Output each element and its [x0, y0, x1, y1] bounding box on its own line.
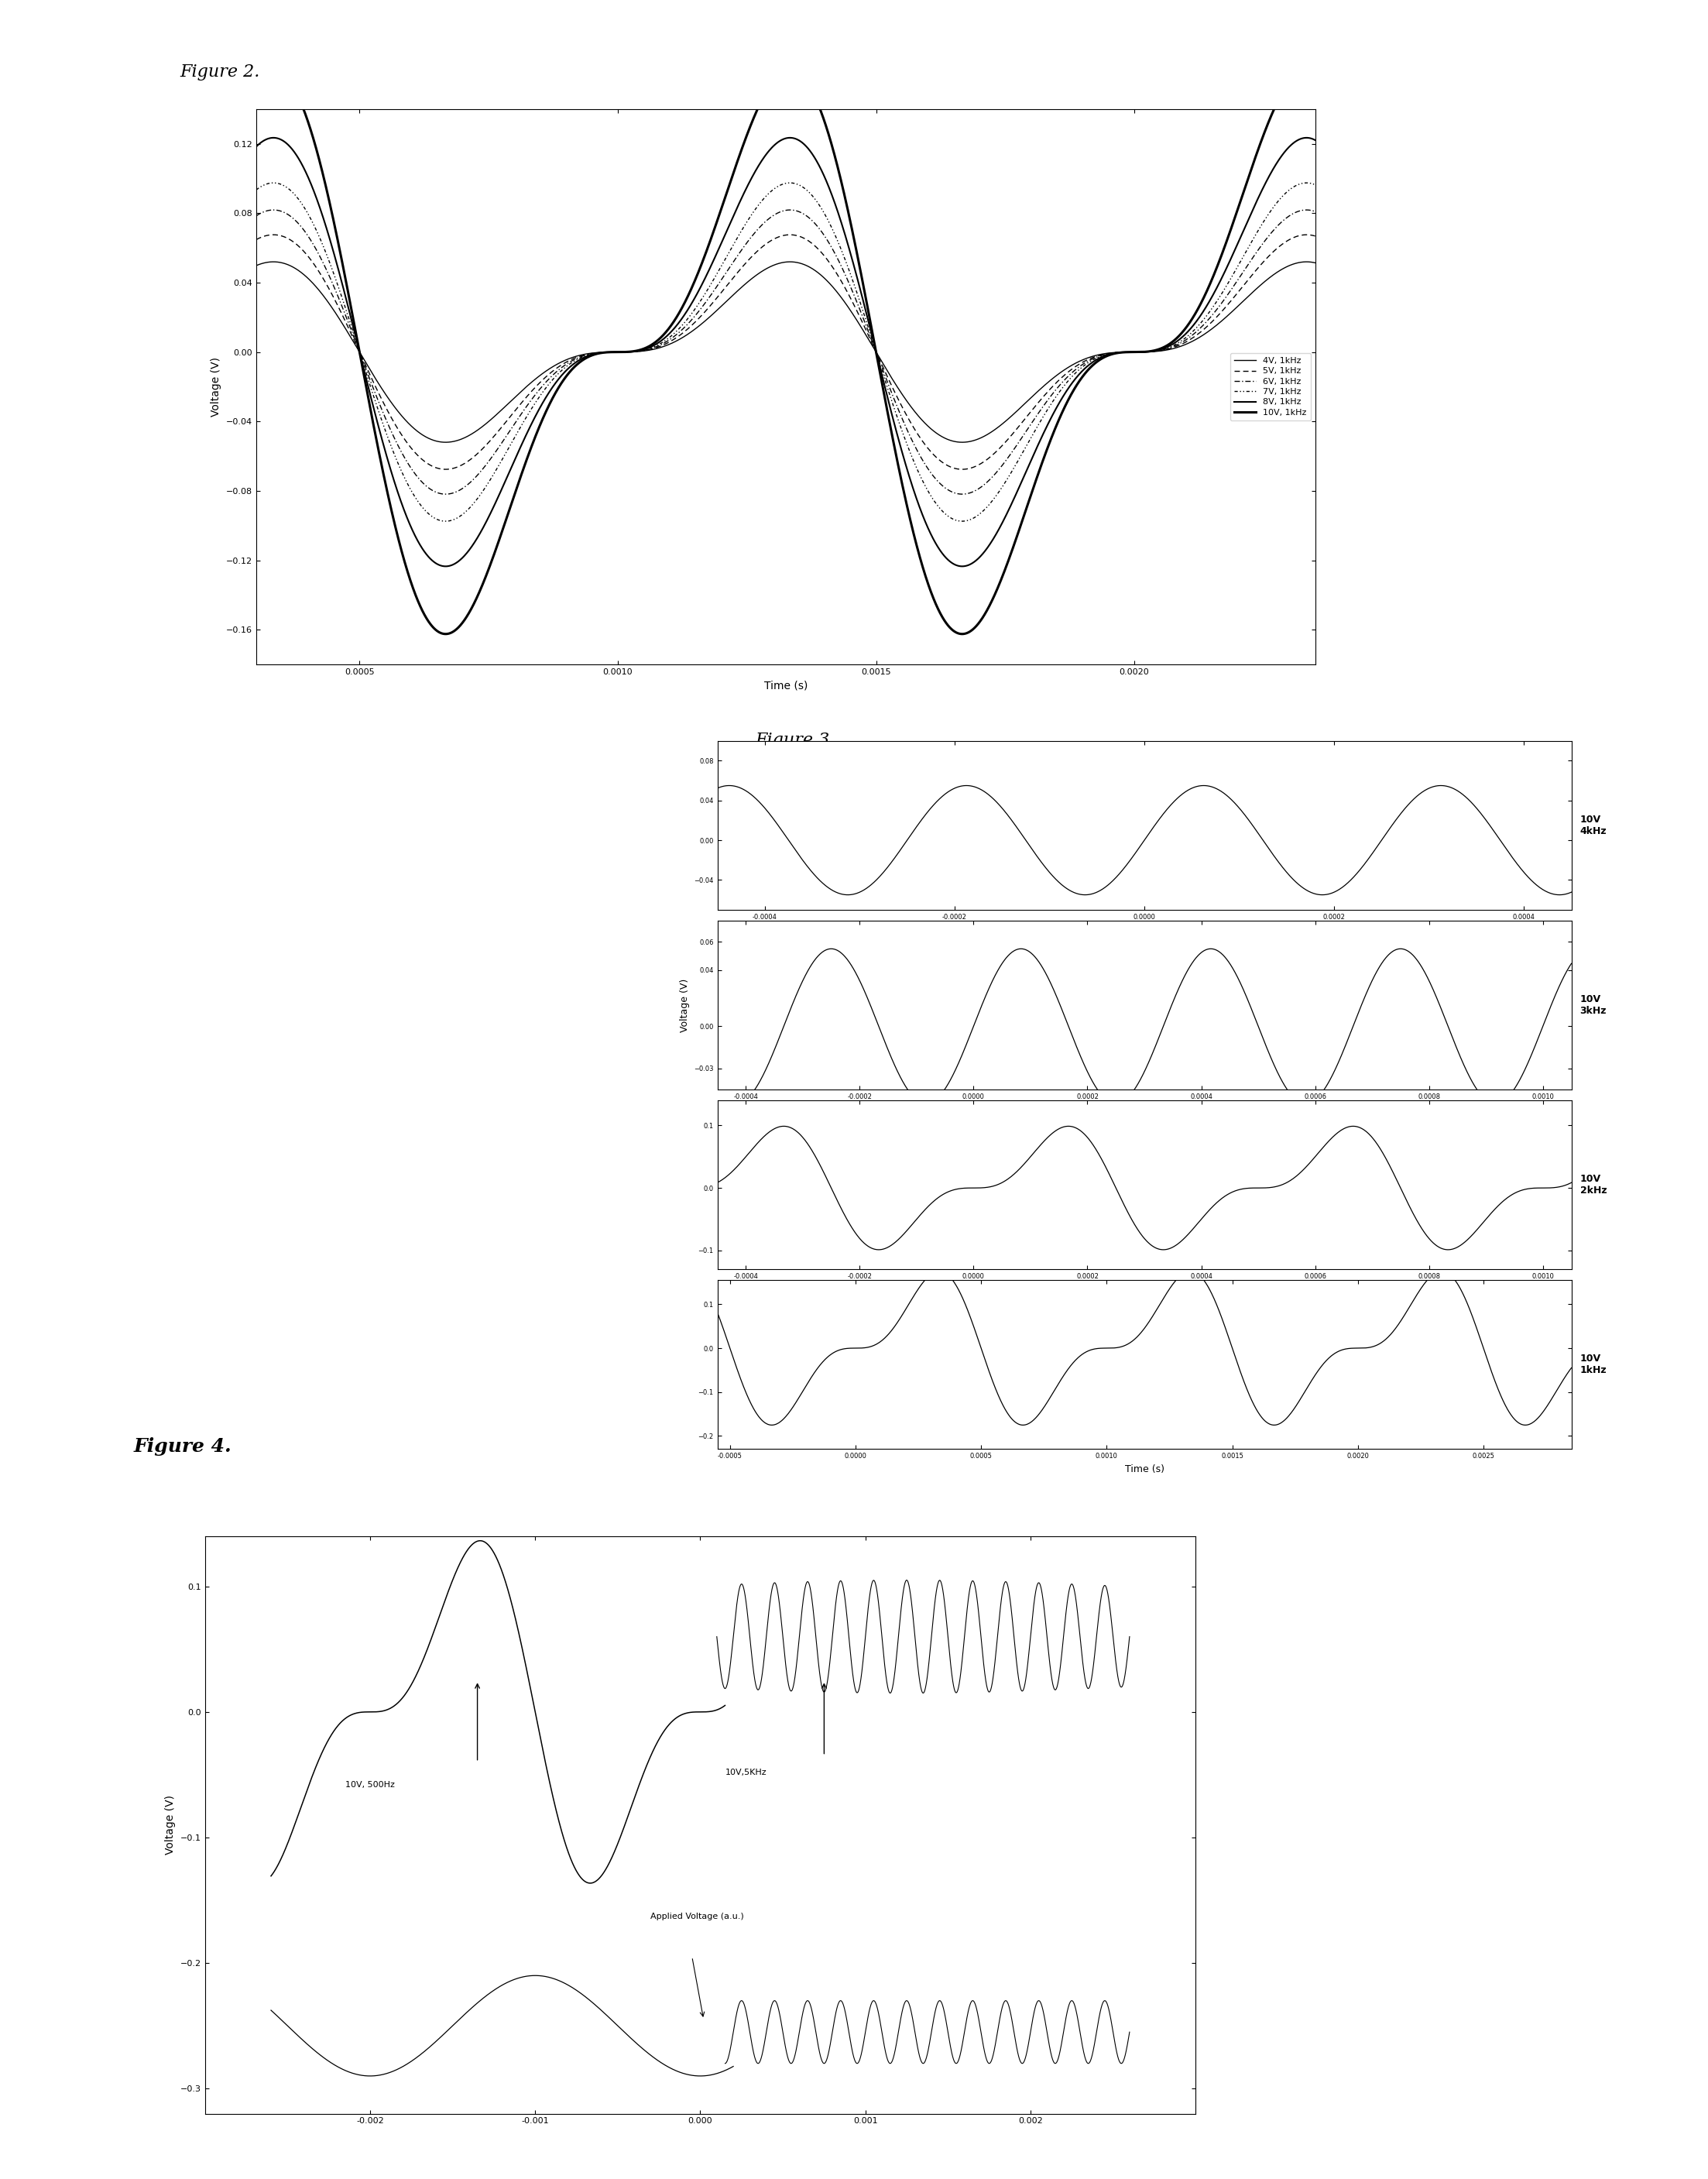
Text: 10V
1kHz: 10V 1kHz: [1580, 1353, 1607, 1375]
Text: 10V, 500Hz: 10V, 500Hz: [345, 1780, 395, 1789]
Y-axis label: Voltage (V): Voltage (V): [210, 357, 222, 416]
Text: Figure 3.: Figure 3.: [755, 732, 835, 750]
Y-axis label: Voltage (V): Voltage (V): [680, 978, 690, 1033]
X-axis label: Time (s): Time (s): [763, 680, 808, 691]
X-axis label: Time (s): Time (s): [1124, 1464, 1165, 1475]
Text: 10V
2kHz: 10V 2kHz: [1580, 1174, 1607, 1196]
Y-axis label: Voltage (V): Voltage (V): [166, 1795, 176, 1854]
Text: Applied Voltage (a.u.): Applied Voltage (a.u.): [651, 1913, 745, 1920]
Text: 10V
3kHz: 10V 3kHz: [1580, 994, 1607, 1015]
Legend: 4V, 1kHz, 5V, 1kHz, 6V, 1kHz, 7V, 1kHz, 8V, 1kHz, 10V, 1kHz: 4V, 1kHz, 5V, 1kHz, 6V, 1kHz, 7V, 1kHz, …: [1230, 353, 1310, 421]
Text: Figure 2.: Figure 2.: [181, 63, 260, 81]
Text: 10V
4kHz: 10V 4kHz: [1580, 815, 1607, 837]
Text: 10V,5KHz: 10V,5KHz: [724, 1769, 767, 1776]
Text: Figure 4.: Figure 4.: [133, 1438, 232, 1456]
